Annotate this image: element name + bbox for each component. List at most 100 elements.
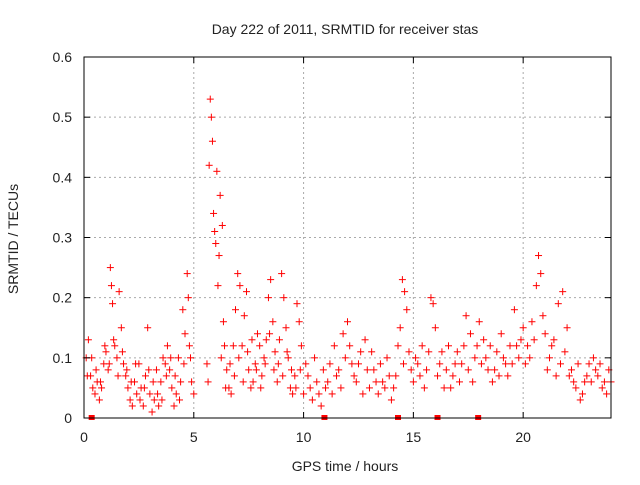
data-point bbox=[552, 372, 560, 380]
data-point bbox=[245, 366, 253, 374]
data-point bbox=[289, 390, 297, 398]
data-point bbox=[414, 360, 422, 368]
data-point bbox=[155, 402, 163, 410]
data-point bbox=[158, 396, 166, 404]
data-point bbox=[585, 360, 593, 368]
data-point bbox=[264, 294, 272, 302]
data-point bbox=[537, 270, 545, 278]
data-point bbox=[161, 360, 169, 368]
data-point bbox=[589, 354, 597, 362]
data-point bbox=[271, 348, 279, 356]
data-point bbox=[207, 113, 215, 121]
data-point bbox=[409, 378, 417, 386]
data-point bbox=[335, 366, 343, 374]
data-point bbox=[190, 390, 198, 398]
data-point bbox=[292, 384, 300, 392]
data-point bbox=[350, 372, 358, 380]
data-point bbox=[222, 384, 230, 392]
data-point bbox=[603, 390, 611, 398]
data-point bbox=[219, 318, 227, 326]
data-point bbox=[166, 366, 174, 374]
data-point bbox=[118, 348, 126, 356]
data-point bbox=[89, 384, 97, 392]
data-point bbox=[594, 372, 602, 380]
data-point bbox=[578, 390, 586, 398]
data-point bbox=[504, 372, 512, 380]
data-point bbox=[583, 372, 591, 380]
data-point bbox=[167, 354, 175, 362]
y-tick-label: 0.1 bbox=[53, 350, 73, 366]
data-point bbox=[83, 372, 91, 380]
data-point bbox=[185, 342, 193, 350]
data-point bbox=[438, 348, 446, 356]
data-point bbox=[234, 270, 242, 278]
data-point bbox=[491, 366, 499, 374]
data-point bbox=[337, 384, 345, 392]
data-point bbox=[244, 348, 252, 356]
data-point bbox=[141, 372, 149, 380]
data-point bbox=[249, 378, 257, 386]
data-point bbox=[407, 366, 415, 374]
data-point bbox=[431, 324, 439, 332]
data-point bbox=[114, 372, 122, 380]
data-point bbox=[91, 390, 99, 398]
data-point bbox=[159, 354, 167, 362]
data-point bbox=[567, 366, 575, 374]
data-point bbox=[183, 270, 191, 278]
data-point bbox=[104, 366, 112, 374]
data-point bbox=[293, 300, 301, 308]
data-point bbox=[486, 342, 494, 350]
chart-title: Day 222 of 2011, SRMTID for receiver sta… bbox=[212, 21, 479, 37]
data-point bbox=[184, 294, 192, 302]
data-point bbox=[251, 360, 259, 368]
data-point bbox=[274, 360, 282, 368]
data-point bbox=[181, 330, 189, 338]
data-point bbox=[385, 372, 393, 380]
data-point bbox=[206, 95, 214, 103]
data-point bbox=[261, 360, 269, 368]
data-point bbox=[592, 366, 600, 374]
data-point bbox=[113, 354, 121, 362]
data-point bbox=[565, 372, 573, 380]
data-point bbox=[211, 227, 219, 235]
data-point bbox=[215, 252, 223, 260]
data-point bbox=[570, 378, 578, 386]
data-point bbox=[543, 366, 551, 374]
data-point bbox=[128, 402, 136, 410]
data-point bbox=[374, 390, 382, 398]
data-point bbox=[111, 342, 119, 350]
data-point bbox=[440, 384, 448, 392]
data-point bbox=[98, 384, 106, 392]
y-tick-label: 0.2 bbox=[53, 290, 73, 306]
data-point bbox=[126, 396, 134, 404]
data-point bbox=[270, 366, 278, 374]
x-tick-label: 15 bbox=[406, 429, 422, 445]
data-point bbox=[442, 366, 450, 374]
data-point bbox=[262, 336, 270, 344]
data-point bbox=[554, 300, 562, 308]
data-point bbox=[427, 294, 435, 302]
data-point bbox=[528, 318, 536, 326]
data-point bbox=[124, 384, 132, 392]
data-point bbox=[319, 366, 327, 374]
data-point bbox=[139, 402, 147, 410]
data-point bbox=[412, 354, 420, 362]
data-point bbox=[572, 384, 580, 392]
data-point bbox=[480, 336, 488, 344]
data-point bbox=[548, 342, 556, 350]
data-point bbox=[163, 342, 171, 350]
data-point bbox=[556, 360, 564, 368]
data-point bbox=[521, 360, 529, 368]
data-point bbox=[341, 354, 349, 362]
data-point bbox=[598, 384, 606, 392]
data-point bbox=[172, 390, 180, 398]
data-point bbox=[101, 342, 109, 350]
data-point bbox=[133, 390, 141, 398]
y-tick-label: 0.5 bbox=[53, 109, 73, 125]
data-point bbox=[132, 360, 140, 368]
data-point bbox=[203, 360, 211, 368]
data-point bbox=[115, 288, 123, 296]
data-point bbox=[145, 366, 153, 374]
data-point bbox=[535, 252, 543, 260]
data-point bbox=[154, 390, 162, 398]
